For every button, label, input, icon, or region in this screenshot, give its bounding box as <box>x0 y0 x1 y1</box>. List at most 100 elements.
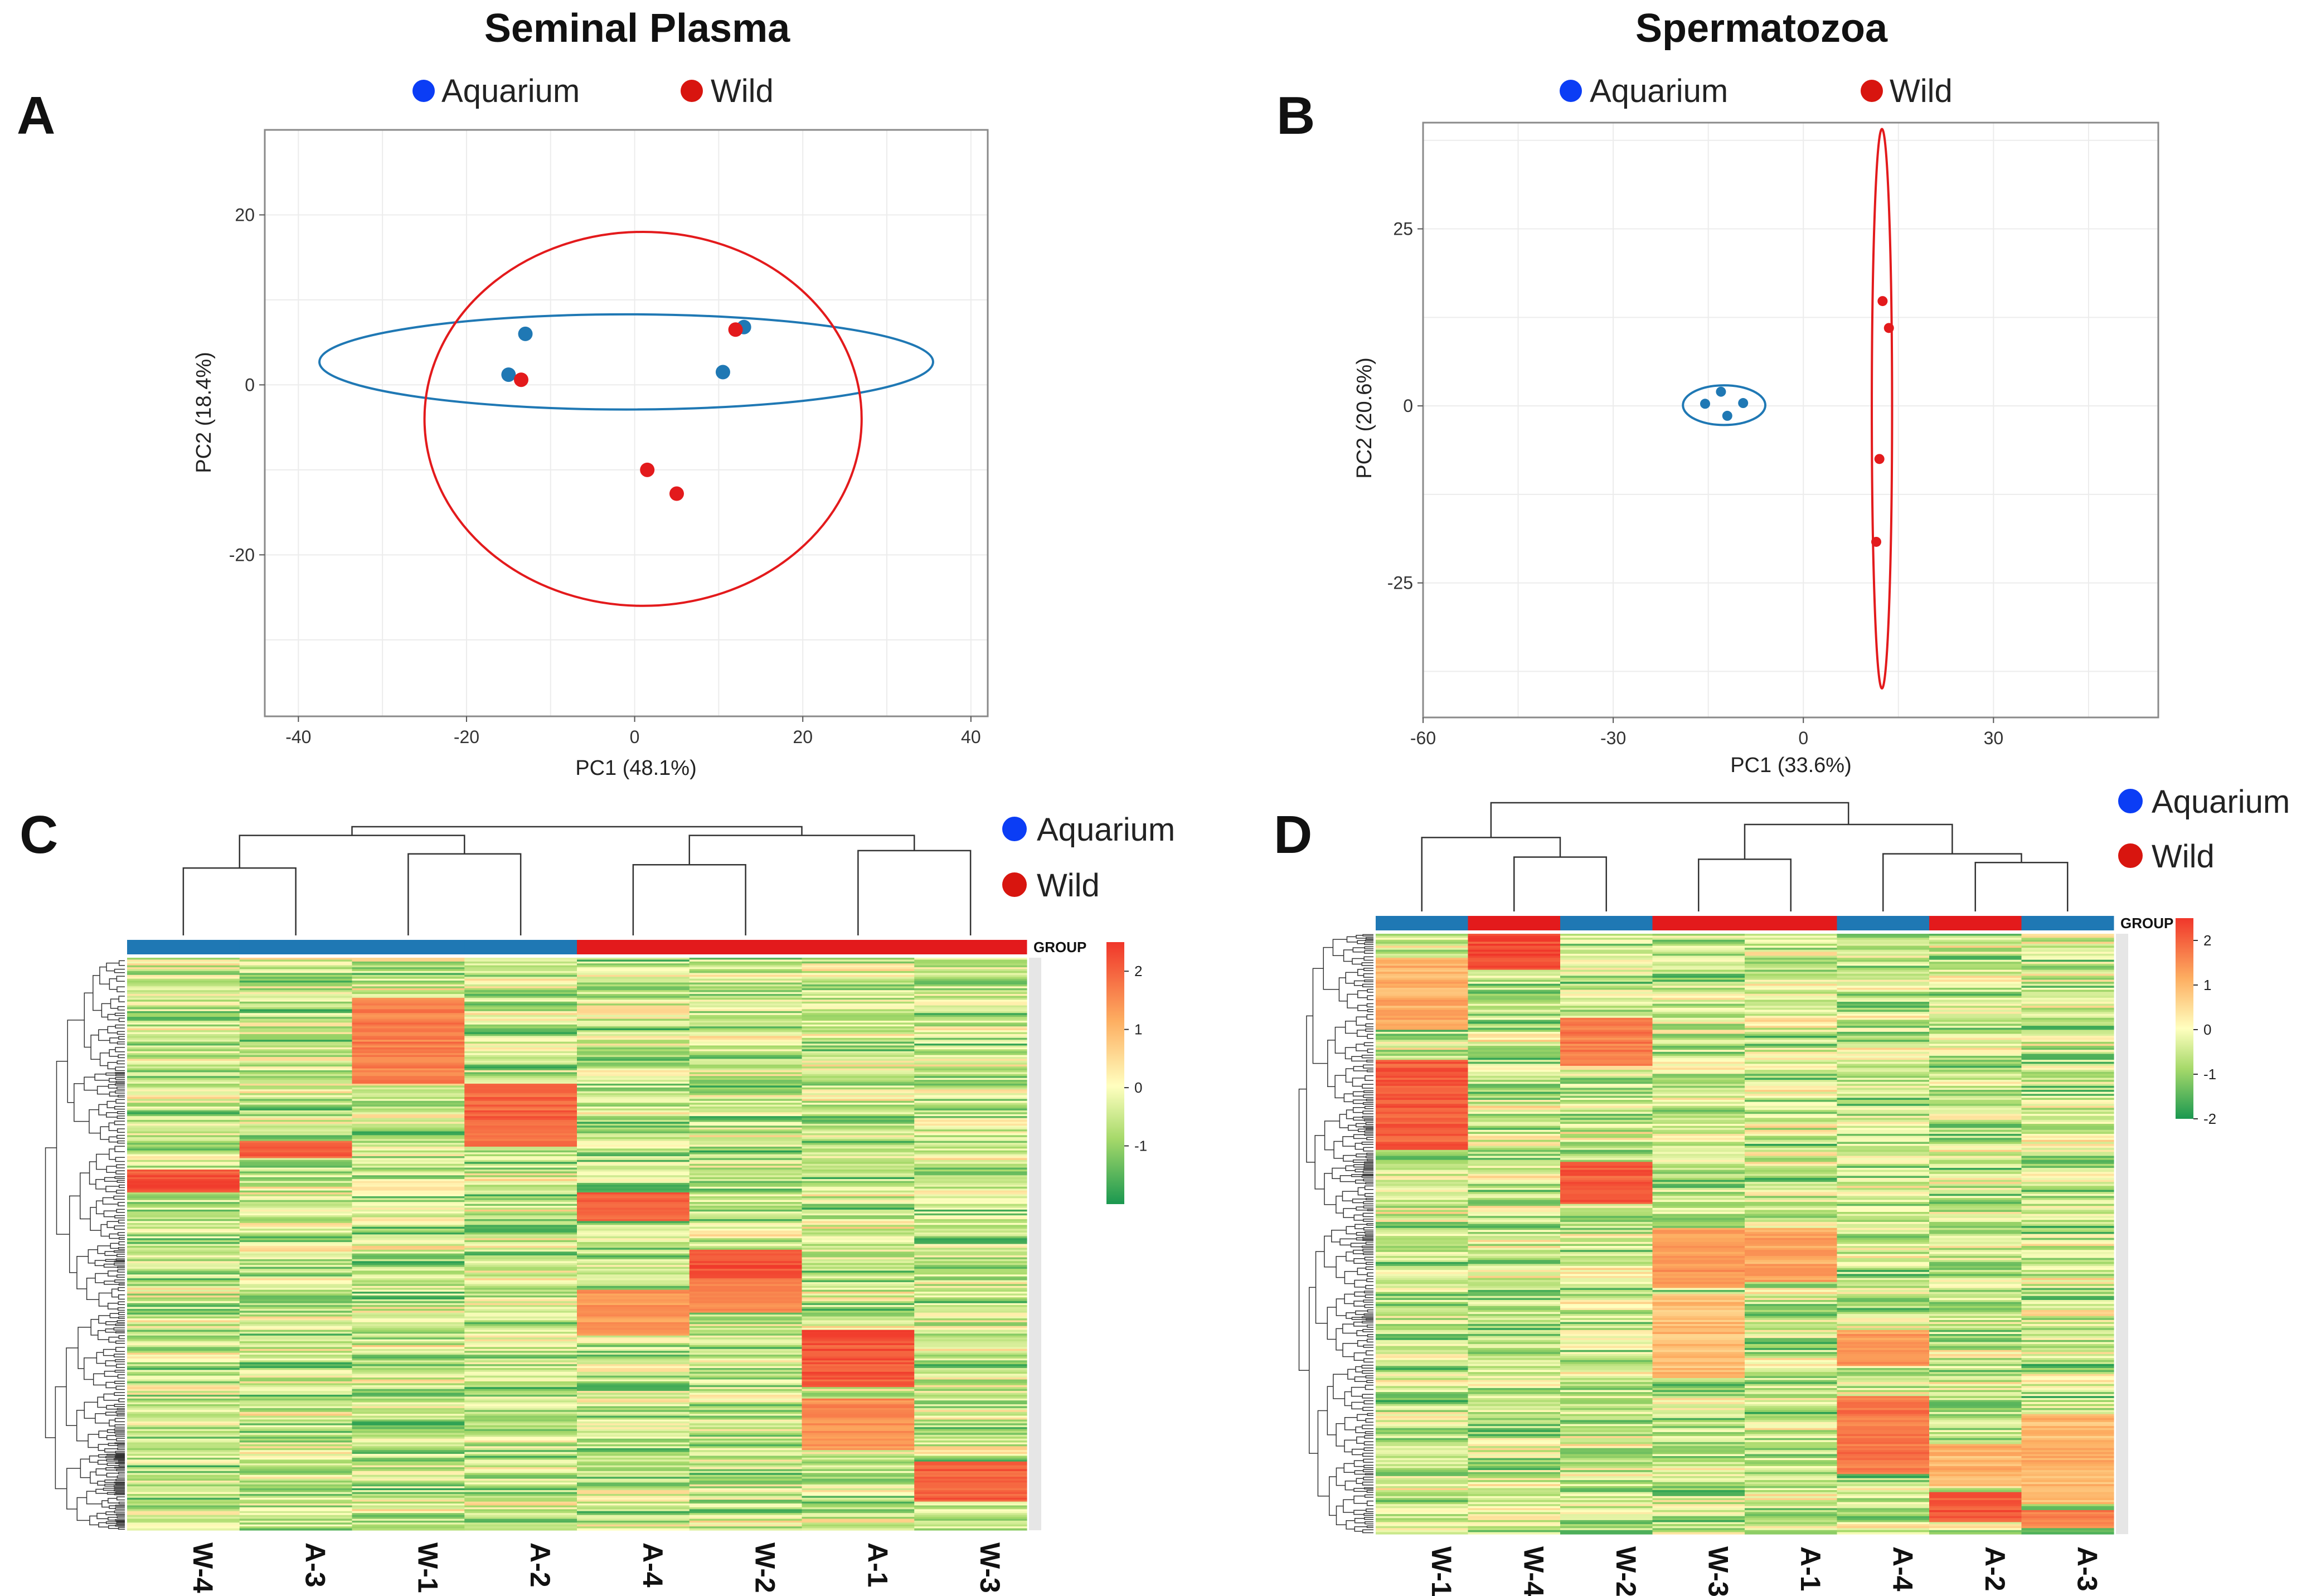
heatmap-cell <box>577 1456 690 1458</box>
heatmap-cell <box>1560 1306 1653 1308</box>
heatmap-cell <box>802 971 915 973</box>
heatmap-cell <box>1652 1192 1745 1195</box>
heatmap-cell <box>689 1001 803 1004</box>
heatmap-cell <box>1376 1065 1469 1069</box>
heatmap-cell <box>1376 1366 1469 1369</box>
heatmap-cell <box>1376 1070 1469 1073</box>
heatmap-cell <box>1837 938 1930 940</box>
heatmap-cell <box>577 1370 690 1372</box>
heatmap-cell <box>352 1049 465 1052</box>
heatmap-cell <box>1376 1061 1469 1064</box>
heatmap-cell <box>802 1297 915 1300</box>
heatmap-cell <box>1837 1109 1930 1113</box>
dendrogram-branch <box>115 1331 125 1333</box>
heatmap-cell <box>689 1078 803 1080</box>
heatmap-cell <box>1376 1236 1469 1239</box>
heatmap-cell <box>1929 1442 2022 1445</box>
heatmap-cell <box>1652 1202 1745 1205</box>
heatmap-cell <box>352 1057 465 1060</box>
heatmap-cell <box>689 1133 803 1136</box>
heatmap-cell <box>239 1330 353 1332</box>
heatmap-cell <box>1376 977 1469 981</box>
heatmap-cell <box>464 1251 577 1254</box>
heatmap-cell <box>802 1362 915 1365</box>
heatmap-cell <box>802 1068 915 1071</box>
heatmap-cell <box>127 1402 240 1405</box>
heatmap-cell <box>577 1200 690 1202</box>
heatmap-cell <box>577 1013 690 1016</box>
heatmap-cell <box>352 1515 465 1517</box>
heatmap-cell <box>689 1411 803 1414</box>
heatmap-cell <box>1745 1460 1838 1463</box>
heatmap-cell <box>352 1393 465 1395</box>
heatmap-cell <box>1376 1071 1469 1074</box>
heatmap-cell <box>1745 1278 1838 1280</box>
heatmap-cell <box>127 1095 240 1098</box>
heatmap-cell <box>1468 976 1561 978</box>
heatmap-cell <box>352 1457 465 1460</box>
heatmap-cell <box>352 1175 465 1178</box>
heatmap-cell <box>802 1037 915 1040</box>
heatmap-cell <box>1837 1068 1930 1070</box>
dendrogram-branch <box>104 1280 119 1285</box>
heatmap-cell <box>802 1049 915 1052</box>
heatmap-cell <box>1929 1212 2022 1215</box>
heatmap-cell <box>1376 1176 1469 1178</box>
heatmap-cell <box>1560 972 1653 974</box>
heatmap-cell <box>352 1377 465 1380</box>
heatmap-cell <box>1376 1278 1469 1280</box>
heatmap-cell <box>1468 1173 1561 1176</box>
heatmap-cell <box>1837 1265 1930 1269</box>
heatmap-cell <box>352 1314 465 1317</box>
heatmap-cell <box>1837 1304 1930 1307</box>
heatmap-cell <box>239 1446 353 1449</box>
heatmap-cell <box>352 1482 465 1485</box>
heatmap-cell <box>352 1414 465 1416</box>
heatmap-cell <box>1376 1212 1469 1215</box>
heatmap-cell <box>1837 1294 1930 1297</box>
heatmap-cell <box>464 1368 577 1371</box>
heatmap-cell <box>1560 1316 1653 1318</box>
heatmap-cell <box>352 1188 465 1191</box>
heatmap-cell <box>127 1339 240 1342</box>
heatmap-cell <box>239 1360 353 1363</box>
heatmap-cell <box>689 1515 803 1517</box>
heatmap-cell <box>1652 1000 1745 1002</box>
heatmap-cell <box>914 1148 1027 1151</box>
heatmap-cell <box>802 1129 915 1132</box>
heatmap-cell <box>1560 1480 1653 1483</box>
heatmap-cell <box>1929 1187 2022 1191</box>
heatmap-cell <box>577 1209 690 1212</box>
heatmap-cell <box>1837 1452 1930 1454</box>
heatmap-cell <box>689 1284 803 1287</box>
heatmap-cell <box>127 1299 240 1302</box>
heatmap-cell <box>127 1408 240 1410</box>
heatmap-cell <box>577 1406 690 1409</box>
heatmap-cell <box>914 1194 1027 1197</box>
confidence-ellipse-wild <box>423 230 863 607</box>
heatmap-cell <box>464 1063 577 1065</box>
heatmap-cell <box>914 1402 1027 1405</box>
heatmap-cell <box>239 1229 353 1231</box>
heatmap-cell <box>1929 962 2022 964</box>
heatmap-cell <box>1468 1156 1561 1158</box>
heatmap-cell <box>1929 1186 2022 1188</box>
heatmap-cell <box>1468 1238 1561 1240</box>
heatmap-cell <box>1468 1013 1561 1016</box>
heatmap-cell <box>127 1335 240 1338</box>
heatmap-cell <box>464 1423 577 1426</box>
heatmap-cell <box>352 967 465 970</box>
heatmap-cell <box>127 1104 240 1107</box>
heatmap-cell <box>914 1030 1027 1033</box>
heatmap-cell <box>1837 1428 1930 1430</box>
heatmap-cell <box>352 1396 465 1399</box>
heatmap-cell <box>689 1450 803 1453</box>
heatmap-cell <box>689 1320 803 1323</box>
heatmap-cell <box>1745 1496 1838 1498</box>
heatmap-cell <box>689 1112 803 1115</box>
heatmap-cell <box>1745 1085 1838 1089</box>
heatmap-cell <box>689 1026 803 1029</box>
heatmap-cell <box>914 1316 1027 1319</box>
heatmap-cell <box>689 1404 803 1407</box>
